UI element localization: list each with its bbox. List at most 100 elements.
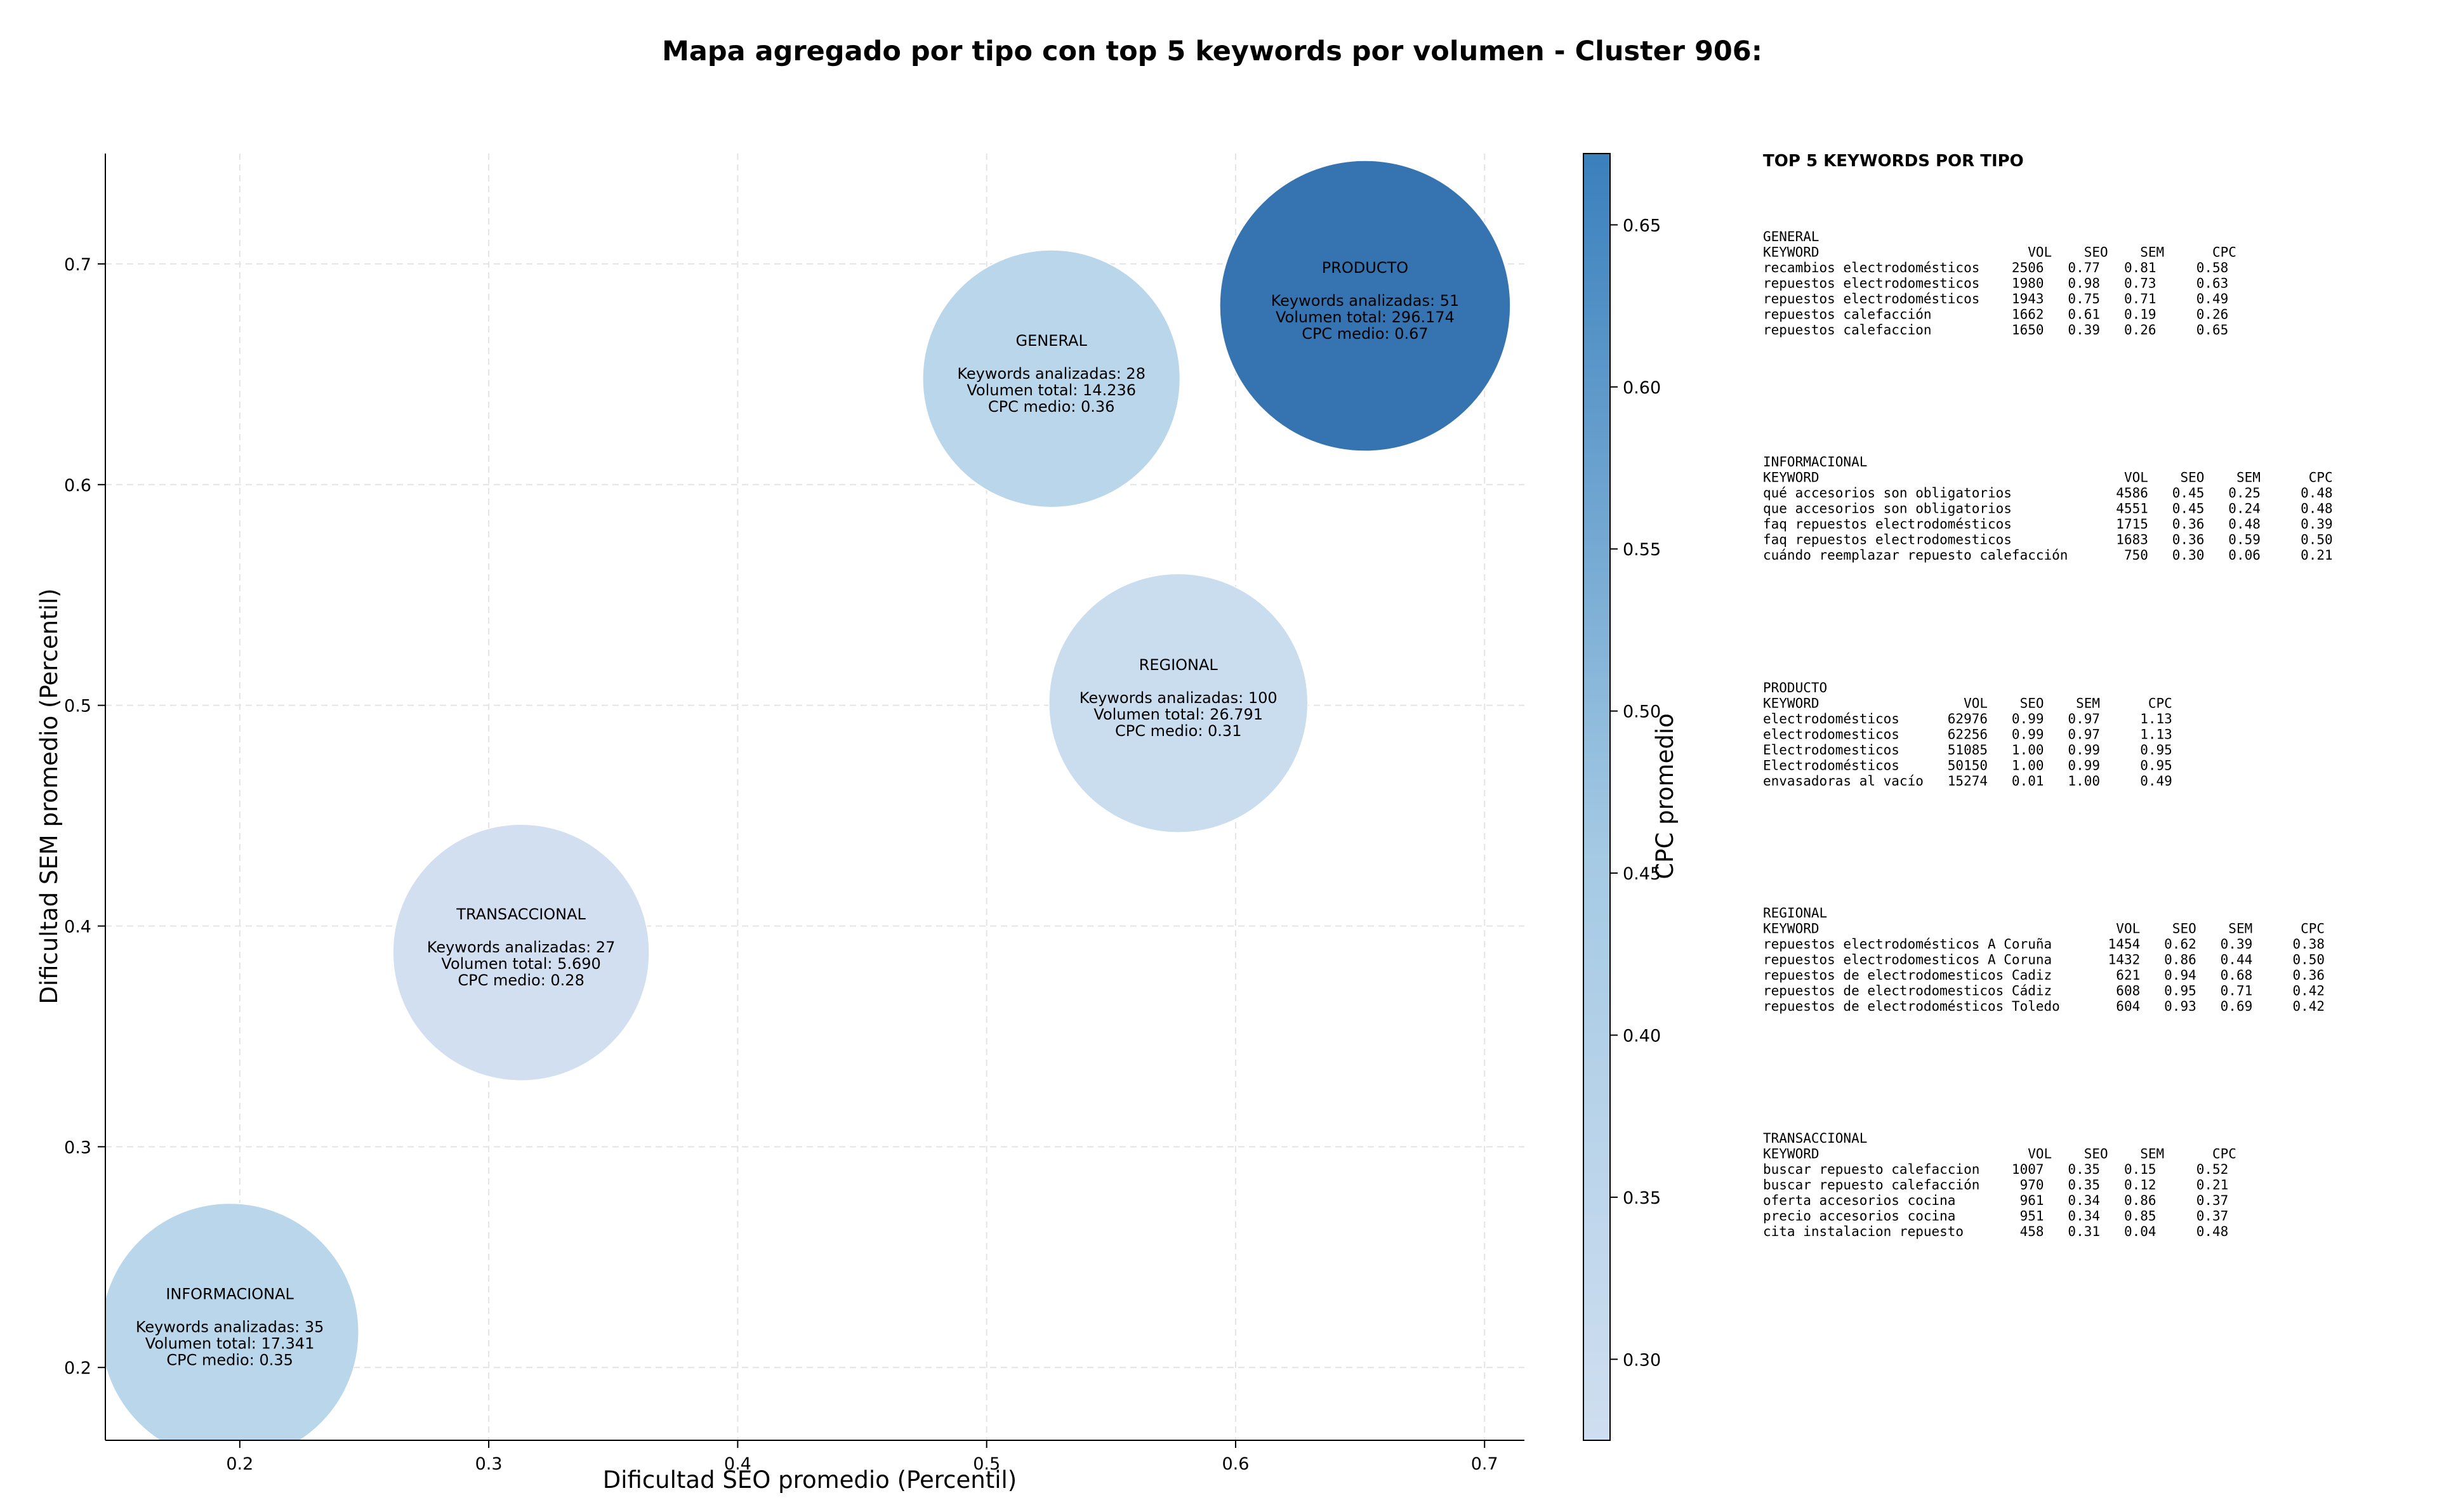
table-row: Electrodomésticos 50150 1.00 0.99 0.95 <box>1763 758 2172 773</box>
bubble-stat-label: Keywords analizadas: 27 <box>427 938 616 956</box>
bubble-stat-label: Volumen total: 17.341 <box>145 1335 315 1353</box>
section-type-label: PRODUCTO <box>1763 680 1827 695</box>
colorbar-tick-label: 0.35 <box>1623 1188 1661 1208</box>
bubble-regional <box>1048 573 1309 833</box>
table-row: cita instalacion repuesto 458 0.31 0.04 … <box>1763 1224 2228 1239</box>
table-row: que accesorios son obligatorios 4551 0.4… <box>1763 501 2333 516</box>
bubble-label-informacional: INFORMACIONAL Keywords analizadas: 35Volu… <box>136 1285 324 1369</box>
bubble-informacional <box>105 1202 359 1440</box>
section-type-label: GENERAL <box>1763 229 1819 244</box>
table-row: repuestos calefacción 1662 0.61 0.19 0.2… <box>1763 307 2228 322</box>
colorbar-tick-label: 0.45 <box>1623 864 1661 884</box>
x-axis-label: Dificultad SEO promedio (Percentil) <box>603 1466 1017 1494</box>
bubble-stat-label: Keywords analizadas: 28 <box>957 365 1146 383</box>
x-tick-label: 0.7 <box>1471 1454 1498 1474</box>
table-row: faq repuestos electrodomésticos 1715 0.3… <box>1763 516 2333 532</box>
table-row: buscar repuesto calefacción 970 0.35 0.1… <box>1763 1178 2228 1193</box>
x-tick-label: 0.4 <box>724 1454 751 1474</box>
bubble-general <box>922 249 1181 508</box>
section-type-label: INFORMACIONAL <box>1763 454 1867 470</box>
bubble-type-label: REGIONAL <box>1139 656 1218 674</box>
y-axis-label: Dificultad SEM promedio (Percentil) <box>36 588 63 1004</box>
y-tick-label: 0.4 <box>64 917 91 937</box>
bubble-stat-label: Volumen total: 14.236 <box>967 381 1136 399</box>
y-tick-label: 0.3 <box>64 1138 91 1157</box>
bubble-type-label: PRODUCTO <box>1322 259 1408 277</box>
table-row: repuestos electrodomesticos A Coruna 143… <box>1763 952 2325 968</box>
bubble-stat-label: CPC medio: 0.35 <box>166 1351 293 1369</box>
panel-heading: TOP 5 KEYWORDS POR TIPO <box>1763 152 2024 171</box>
colorbar-label: CPC promedio <box>1651 713 1679 879</box>
x-tick-label: 0.2 <box>226 1454 253 1474</box>
bubble-type-label: INFORMACIONAL <box>166 1285 294 1303</box>
bubble-stat-label: CPC medio: 0.31 <box>1115 722 1242 740</box>
bubble-stat-label: Volumen total: 5.690 <box>441 955 600 973</box>
bubble-stat-label: Keywords analizadas: 100 <box>1080 689 1278 707</box>
table-row: oferta accesorios cocina 961 0.34 0.86 0… <box>1763 1193 2228 1208</box>
colorbar: 0.30 0.35 0.40 0.45 0.50 0.55 0.60 0.65 <box>1583 153 1661 1441</box>
table-row: envasadoras al vacío 15274 0.01 1.00 0.4… <box>1763 773 2172 789</box>
colorbar-tick-label: 0.65 <box>1623 216 1661 235</box>
bubbles <box>105 160 1511 1440</box>
table-row: repuestos de electrodomésticos Toledo 60… <box>1763 999 2325 1014</box>
colorbar-tick-label: 0.50 <box>1623 702 1661 722</box>
bubble-stat-label: Keywords analizadas: 35 <box>136 1318 324 1336</box>
table-row: repuestos de electrodomesticos Cadiz 621… <box>1763 968 2325 983</box>
table-row: recambios electrodomésticos 2506 0.77 0.… <box>1763 260 2228 275</box>
table-row: electrodomesticos 62256 0.99 0.97 1.13 <box>1763 727 2172 742</box>
table-row: precio accesorios cocina 951 0.34 0.85 0… <box>1763 1209 2228 1224</box>
table-header: KEYWORD VOL SEO SEM CPC <box>1763 245 2236 260</box>
y-tick-label: 0.6 <box>64 476 91 496</box>
bubble-stat-label: Volumen total: 26.791 <box>1093 706 1263 723</box>
colorbar-tick-label: 0.55 <box>1623 540 1661 560</box>
x-tick-label: 0.3 <box>475 1454 503 1474</box>
table-header: KEYWORD VOL SEO SEM CPC <box>1763 1147 2236 1162</box>
table-row: buscar repuesto calefaccion 1007 0.35 0.… <box>1763 1162 2228 1177</box>
colorbar-gradient <box>1583 153 1611 1441</box>
bubble-stat-label: Volumen total: 296.174 <box>1276 308 1455 326</box>
bubble-type-label: GENERAL <box>1015 332 1087 350</box>
table-row: repuestos electrodomésticos A Coruña 145… <box>1763 937 2325 952</box>
colorbar-tick-label: 0.40 <box>1623 1026 1661 1046</box>
colorbar-tick-label: 0.60 <box>1623 378 1661 398</box>
x-tick-label: 0.5 <box>973 1454 1000 1474</box>
colorbar-tick-label: 0.30 <box>1623 1350 1661 1370</box>
table-row: cuándo reemplazar repuesto calefacción 7… <box>1763 548 2333 563</box>
section-type-label: REGIONAL <box>1763 905 1827 921</box>
bubble-label-transaccional: TRANSACCIONAL Keywords analizadas: 27Volu… <box>427 905 616 989</box>
y-tick-label: 0.2 <box>64 1358 91 1378</box>
bubble-producto <box>1219 160 1511 452</box>
bubble-stat-label: Keywords analizadas: 51 <box>1271 292 1460 310</box>
bubble-transaccional <box>392 824 650 1081</box>
bubble-type-label: TRANSACCIONAL <box>456 905 586 923</box>
table-row: electrodomésticos 62976 0.99 0.97 1.13 <box>1763 711 2172 726</box>
bubble-label-regional: REGIONAL Keywords analizadas: 100Volumen … <box>1080 656 1278 740</box>
chart-title: Mapa agregado por tipo con top 5 keyword… <box>662 36 1762 67</box>
table-header: KEYWORD VOL SEO SEM CPC <box>1763 921 2325 937</box>
table-row: Electrodomesticos 51085 1.00 0.99 0.95 <box>1763 742 2172 758</box>
bubble-stat-label: CPC medio: 0.36 <box>988 398 1115 416</box>
bubble-stat-label: CPC medio: 0.67 <box>1302 325 1429 343</box>
table-row: repuestos electrodomésticos 1943 0.75 0.… <box>1763 291 2228 306</box>
table-row: repuestos electrodomesticos 1980 0.98 0.… <box>1763 276 2228 291</box>
table-row: faq repuestos electrodomesticos 1683 0.3… <box>1763 532 2333 548</box>
y-tick-label: 0.7 <box>64 255 91 275</box>
section-type-label: TRANSACCIONAL <box>1763 1131 1867 1146</box>
y-tick-label: 0.5 <box>64 697 91 716</box>
table-header: KEYWORD VOL SEO SEM CPC <box>1763 696 2172 711</box>
bubble-stat-label: CPC medio: 0.28 <box>458 971 584 989</box>
x-tick-label: 0.6 <box>1222 1454 1249 1474</box>
table-header: KEYWORD VOL SEO SEM CPC <box>1763 470 2333 485</box>
table-row: repuestos calefaccion 1650 0.39 0.26 0.6… <box>1763 322 2228 338</box>
table-row: qué accesorios son obligatorios 4586 0.4… <box>1763 485 2333 501</box>
